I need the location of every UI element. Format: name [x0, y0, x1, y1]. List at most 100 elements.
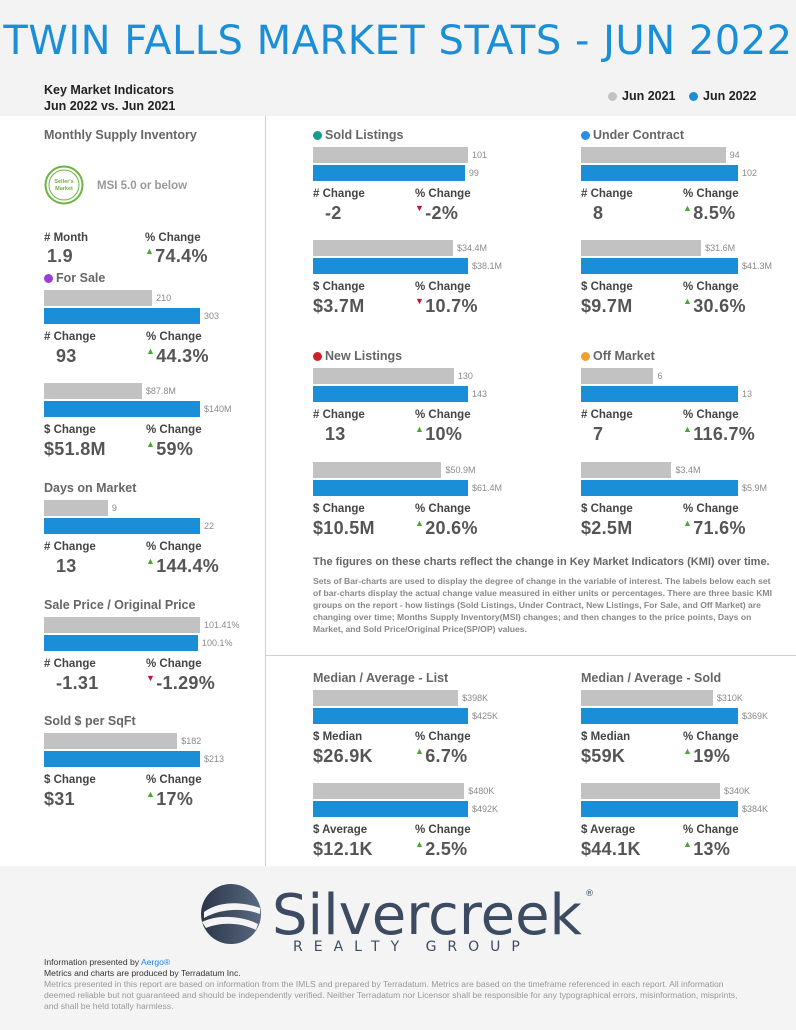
msold-bar-label-jun-2021: $340K: [724, 786, 751, 796]
contract-stat-value: ▲8.5%: [683, 203, 735, 224]
sold-stat-value: -2: [325, 203, 342, 224]
offmkt-bar-label-jun-2021: $3.4M: [675, 465, 701, 475]
legend-jun-2022: Jun 2022: [689, 89, 757, 103]
msold-bar-jun-2021: [581, 690, 713, 706]
sqft-stat-value: ▲17%: [146, 789, 193, 810]
contract-bar-jun-2022: [581, 165, 738, 181]
page-title: TWIN FALLS MARKET STATS - JUN 2022: [3, 18, 793, 64]
spop-bar-jun-2021: [44, 617, 200, 633]
mlist-bar-label-jun-2021: $480K: [468, 786, 495, 796]
newlist-stat-label: % Change: [415, 409, 471, 421]
up-arrow-icon: ▲: [683, 424, 693, 434]
produced-by-text: Metrics and charts are produced by Terra…: [44, 968, 241, 978]
sellers-market-badge-icon: Seller's Market: [44, 165, 84, 205]
column-divider: [265, 116, 266, 866]
offmkt-stat-text: 7: [593, 424, 604, 444]
forsale-stat-value: ▲59%: [146, 439, 193, 460]
msold-stat-label: % Change: [683, 824, 739, 836]
msi-month-label: # Month: [44, 232, 89, 244]
sold-stat-text: 10.7%: [425, 296, 478, 316]
msold-bar-jun-2022: [581, 708, 738, 724]
up-arrow-icon: ▲: [146, 556, 156, 566]
spop-stat-text: -1.31: [56, 673, 99, 693]
mlist-stat-label: % Change: [415, 824, 471, 836]
sold-bar-label-jun-2021: 101: [472, 150, 488, 160]
offmkt-stat-text: 116.7%: [693, 424, 756, 444]
sold-stat-text: -2: [325, 203, 342, 223]
offmkt-bar-label-jun-2021: 6: [657, 371, 663, 381]
contract-stat-label: % Change: [683, 188, 739, 200]
sold-bar-jun-2022: [313, 258, 468, 274]
sold-stat-value: $3.7M: [313, 296, 365, 317]
contract-dot-icon: [581, 130, 590, 140]
dom-title-text: Days on Market: [44, 481, 137, 495]
mlist-stat-value: $12.1K: [313, 839, 373, 860]
sqft-stat-value: $31: [44, 789, 75, 810]
up-arrow-icon: ▲: [415, 518, 425, 528]
newlist-title-text: New Listings: [325, 349, 403, 363]
kmi-heading: The figures on these charts reflect the …: [313, 556, 770, 568]
mlist-bar-label-jun-2022: $425K: [472, 711, 499, 721]
sold-bar-jun-2021: [313, 240, 453, 256]
newlist-bar-jun-2022: [313, 480, 468, 496]
offmkt-dot-icon: [581, 351, 590, 361]
spop-bar-jun-2022: [44, 635, 198, 651]
contract-stat-text: 8: [593, 203, 604, 223]
forsale-stat-value: ▲44.3%: [146, 346, 209, 367]
newlist-bar-jun-2022: [313, 386, 468, 402]
svg-text:Seller's: Seller's: [54, 179, 73, 185]
msold-stat-value: $44.1K: [581, 839, 641, 860]
msold-stat-label: $ Median: [581, 731, 631, 743]
up-arrow-icon: ▲: [146, 346, 156, 356]
msold-bar-label-jun-2022: $384K: [742, 804, 769, 814]
spop-stat-label: # Change: [44, 658, 96, 670]
dom-title: Days on Market: [44, 481, 136, 495]
mlist-stat-value: ▲6.7%: [415, 746, 467, 767]
msold-stat-value: ▲13%: [683, 839, 730, 860]
msold-stat-text: 19%: [693, 746, 731, 766]
forsale-dot-icon: [44, 273, 53, 283]
up-arrow-icon: ▲: [415, 424, 425, 434]
contract-stat-value: $9.7M: [581, 296, 633, 317]
spop-stat-value: -1.31: [56, 673, 99, 694]
offmkt-stat-text: 71.6%: [693, 518, 746, 538]
newlist-stat-value: ▲10%: [415, 424, 462, 445]
contract-bar-label-jun-2022: $41.3M: [742, 261, 773, 271]
svg-text:Market: Market: [55, 186, 73, 192]
subtitle-line1: Key Market Indicators: [44, 83, 174, 97]
offmkt-bar-jun-2021: [581, 462, 672, 478]
sqft-stat-text: $31: [44, 789, 75, 809]
sqft-title: Sold $ per SqFt: [44, 714, 136, 728]
mlist-bar-jun-2022: [313, 801, 468, 817]
forsale-stat-label: # Change: [44, 331, 96, 343]
offmkt-stat-text: $2.5M: [581, 518, 633, 538]
contract-bar-jun-2022: [581, 258, 738, 274]
legend-dot-icon: [608, 91, 617, 101]
mlist-stat-text: $26.9K: [313, 746, 373, 766]
offmkt-stat-value: ▲116.7%: [683, 424, 755, 445]
spop-bar-label-jun-2022: 100.1%: [201, 638, 233, 648]
offmkt-title-text: Off Market: [593, 349, 655, 363]
aergo-link[interactable]: Aergo®: [140, 957, 171, 967]
up-arrow-icon: ▲: [415, 839, 425, 849]
msold-bar-label-jun-2022: $369K: [742, 711, 769, 721]
presented-by-text: Information presented by: [44, 957, 141, 967]
contract-stat-label: % Change: [683, 281, 739, 293]
dom-stat-text: 144.4%: [156, 556, 220, 576]
contract-stat-label: $ Change: [581, 281, 633, 293]
contract-stat-label: # Change: [581, 188, 633, 200]
msold-title: Median / Average - Sold: [581, 671, 721, 685]
dom-bar-label-jun-2021: 9: [111, 503, 117, 513]
dom-stat-value: ▲144.4%: [146, 556, 219, 577]
dom-stat-label: # Change: [44, 541, 96, 553]
sold-bar-jun-2021: [313, 147, 468, 163]
sqft-stat-text: 17%: [156, 789, 194, 809]
msold-stat-text: $44.1K: [581, 839, 641, 859]
legend-dot-icon: [689, 91, 698, 101]
spop-stat-value: ▼-1.29%: [146, 673, 215, 694]
mlist-bar-label-jun-2021: $398K: [462, 693, 489, 703]
offmkt-bar-jun-2022: [581, 386, 738, 402]
mlist-stat-label: $ Average: [313, 824, 368, 836]
forsale-bar-jun-2022: [44, 308, 200, 324]
contract-title-text: Under Contract: [593, 128, 684, 142]
